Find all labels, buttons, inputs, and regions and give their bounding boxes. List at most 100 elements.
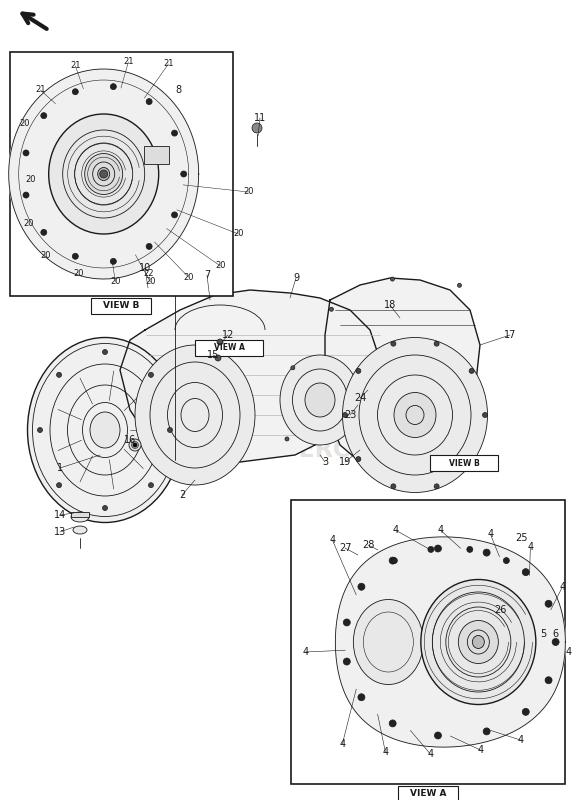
Text: 11: 11 xyxy=(254,113,266,123)
Text: 4: 4 xyxy=(339,739,346,749)
Circle shape xyxy=(358,583,365,590)
Circle shape xyxy=(552,638,559,646)
Text: 10: 10 xyxy=(139,263,151,273)
Circle shape xyxy=(171,130,178,136)
Text: 5: 5 xyxy=(540,629,546,639)
Text: 4: 4 xyxy=(477,745,484,755)
Circle shape xyxy=(434,341,439,346)
Text: 3: 3 xyxy=(322,457,328,467)
Text: 4: 4 xyxy=(488,529,493,539)
Polygon shape xyxy=(325,278,480,475)
Ellipse shape xyxy=(71,512,89,522)
Polygon shape xyxy=(118,80,140,100)
Bar xyxy=(195,340,263,356)
Ellipse shape xyxy=(495,529,513,551)
Text: 20: 20 xyxy=(19,119,29,129)
Circle shape xyxy=(389,720,396,727)
Text: 4: 4 xyxy=(527,542,533,552)
Circle shape xyxy=(434,484,439,489)
Circle shape xyxy=(467,546,473,553)
Text: 4: 4 xyxy=(518,735,523,745)
Circle shape xyxy=(133,443,137,447)
Circle shape xyxy=(503,558,509,563)
Text: 21: 21 xyxy=(70,62,81,70)
Circle shape xyxy=(23,150,29,156)
Circle shape xyxy=(72,254,78,259)
Ellipse shape xyxy=(305,383,335,417)
Circle shape xyxy=(215,355,221,361)
Circle shape xyxy=(469,369,474,374)
Polygon shape xyxy=(9,69,198,279)
Circle shape xyxy=(483,728,490,735)
Bar xyxy=(10,52,233,296)
Ellipse shape xyxy=(373,557,383,567)
Bar xyxy=(291,500,565,784)
Circle shape xyxy=(522,708,529,715)
Circle shape xyxy=(356,369,361,374)
Circle shape xyxy=(391,558,398,563)
Circle shape xyxy=(482,413,488,418)
Circle shape xyxy=(41,113,47,118)
Text: 8: 8 xyxy=(175,85,181,95)
Text: SUPERCYCLE: SUPERCYCLE xyxy=(245,438,415,462)
Ellipse shape xyxy=(85,154,123,194)
Ellipse shape xyxy=(129,439,141,451)
Text: 17: 17 xyxy=(504,330,516,340)
Text: 20: 20 xyxy=(40,251,51,261)
Circle shape xyxy=(356,457,361,462)
Text: 4: 4 xyxy=(437,525,443,535)
Ellipse shape xyxy=(135,345,255,485)
Circle shape xyxy=(483,549,490,556)
Ellipse shape xyxy=(28,338,182,522)
Circle shape xyxy=(103,506,107,510)
Text: 4: 4 xyxy=(559,582,565,592)
Text: 20: 20 xyxy=(23,219,33,229)
Text: 19: 19 xyxy=(339,457,351,467)
Circle shape xyxy=(434,545,441,552)
Text: 21: 21 xyxy=(163,59,174,69)
Text: 21: 21 xyxy=(35,86,46,94)
Text: 23: 23 xyxy=(344,410,356,420)
Ellipse shape xyxy=(168,107,188,129)
Text: 13: 13 xyxy=(54,527,66,537)
Circle shape xyxy=(252,123,262,133)
Ellipse shape xyxy=(473,635,484,649)
Text: VIEW B: VIEW B xyxy=(103,302,140,310)
Ellipse shape xyxy=(152,90,204,146)
Circle shape xyxy=(522,569,529,576)
Text: 20: 20 xyxy=(215,262,226,270)
Text: 7: 7 xyxy=(204,270,210,280)
Text: 20: 20 xyxy=(73,270,84,278)
Circle shape xyxy=(458,283,462,287)
Text: 4: 4 xyxy=(565,647,571,657)
Text: 20: 20 xyxy=(183,273,194,282)
Text: 24: 24 xyxy=(354,393,366,403)
Bar xyxy=(430,455,498,471)
Ellipse shape xyxy=(499,534,509,546)
Ellipse shape xyxy=(421,579,536,705)
Text: 26: 26 xyxy=(494,605,506,615)
Text: 28: 28 xyxy=(362,540,374,550)
Circle shape xyxy=(389,557,396,564)
Ellipse shape xyxy=(394,393,436,438)
Text: 4: 4 xyxy=(383,747,388,757)
Ellipse shape xyxy=(280,355,360,445)
Circle shape xyxy=(57,482,62,488)
Ellipse shape xyxy=(90,412,120,448)
Text: 20: 20 xyxy=(25,174,36,183)
Text: 25: 25 xyxy=(516,533,529,543)
Ellipse shape xyxy=(353,599,424,685)
Bar xyxy=(71,512,89,517)
Circle shape xyxy=(146,243,152,250)
Ellipse shape xyxy=(48,114,159,234)
Circle shape xyxy=(343,413,347,418)
Text: VIEW B: VIEW B xyxy=(449,458,479,467)
Text: 20: 20 xyxy=(110,278,121,286)
Text: 21: 21 xyxy=(123,58,134,66)
Polygon shape xyxy=(120,290,380,462)
Text: 4: 4 xyxy=(302,647,309,657)
Text: VIEW A: VIEW A xyxy=(410,790,447,798)
Text: 12: 12 xyxy=(222,330,234,340)
Text: 20: 20 xyxy=(233,230,243,238)
Text: 20: 20 xyxy=(145,278,156,286)
